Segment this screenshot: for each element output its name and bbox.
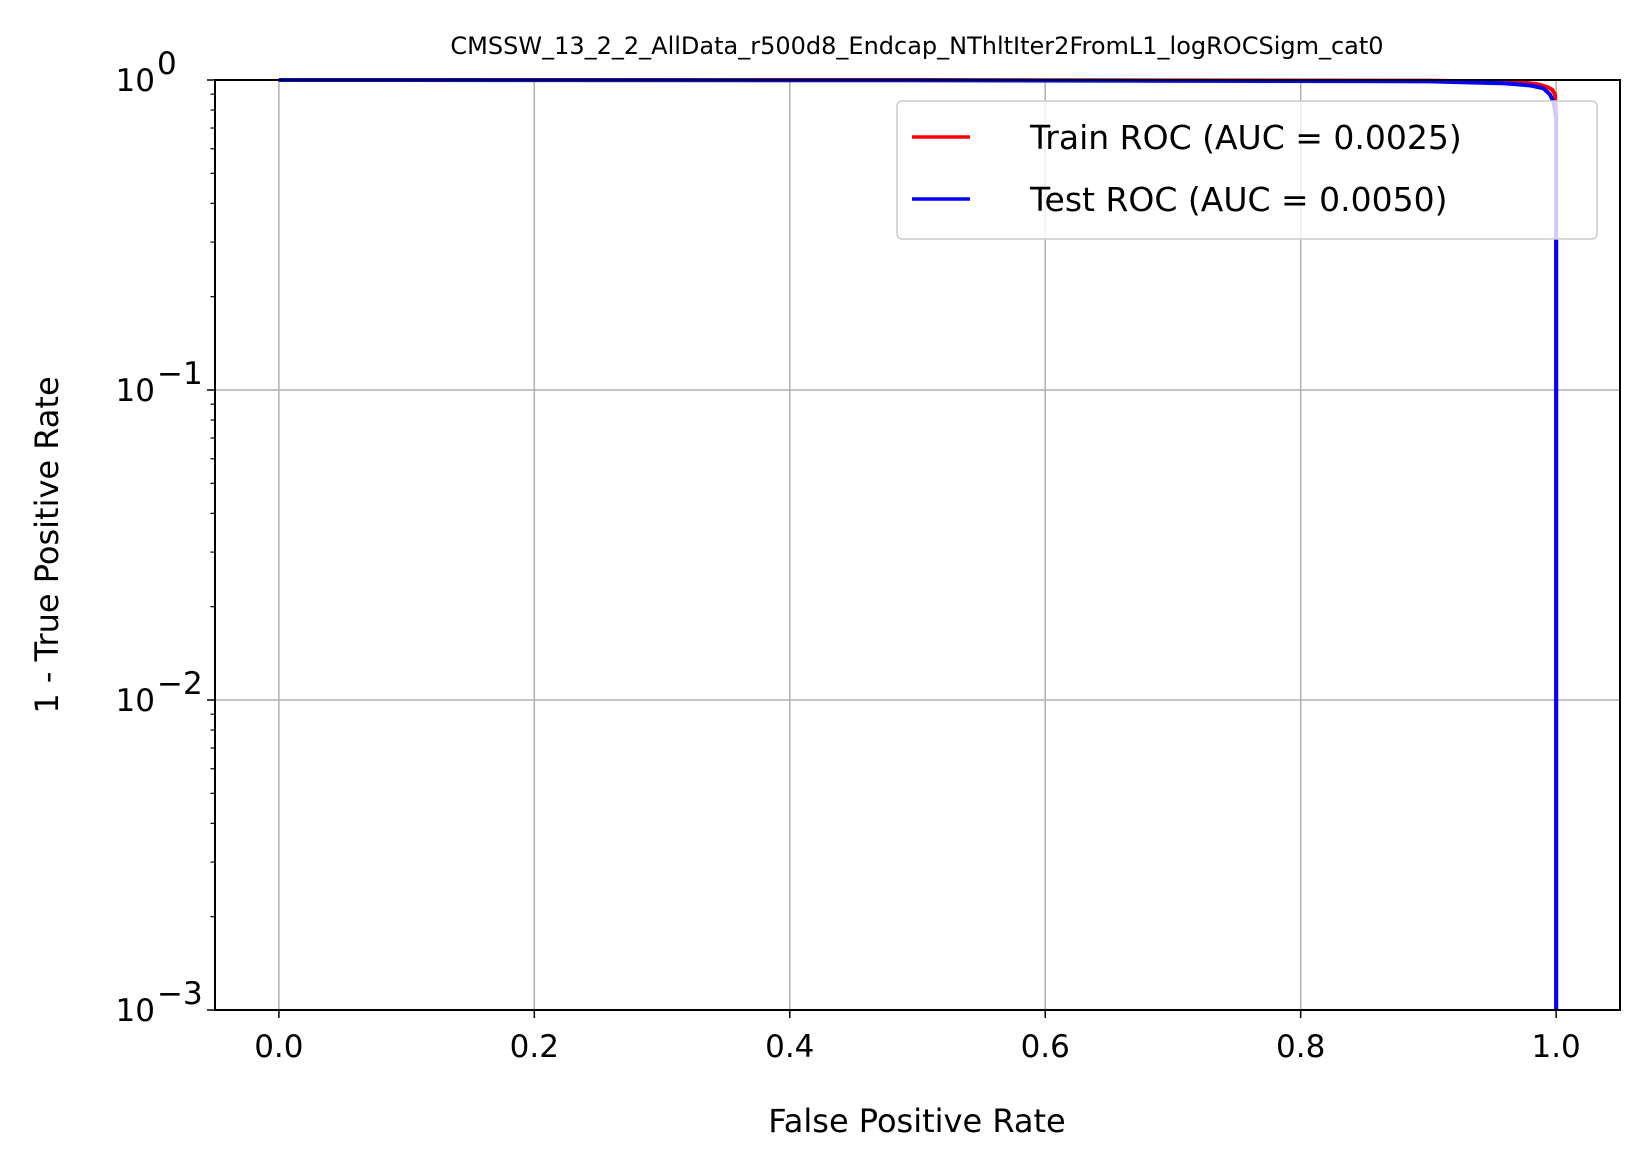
x-tick-label: 0.0 — [254, 1029, 303, 1065]
x-axis-label: False Positive Rate — [768, 1102, 1065, 1140]
chart-title: CMSSW_13_2_2_AllData_r500d8_Endcap_NThlt… — [450, 32, 1383, 60]
y-tick-label: 10 — [116, 373, 155, 409]
y-tick-base: 10 — [116, 993, 155, 1029]
x-axis: 0.0 0.2 0.4 0.6 0.8 1.0 — [254, 1010, 1581, 1065]
y-axis-label: 1 - True Positive Rate — [28, 376, 66, 713]
y-tick-base: 10 — [116, 373, 155, 409]
y-tick-label: 10 — [116, 63, 155, 99]
legend: Train ROC (AUC = 0.0025) Test ROC (AUC = … — [896, 100, 1598, 240]
plot-frame — [214, 79, 1621, 1011]
x-tick-label: 0.2 — [510, 1029, 559, 1065]
y-tick-base: 10 — [116, 683, 155, 719]
legend-label: Test ROC (AUC = 0.0050) — [1029, 180, 1448, 219]
x-tick-label: 0.8 — [1276, 1029, 1325, 1065]
y-tick-label: 10 — [116, 683, 155, 719]
legend-label: Train ROC (AUC = 0.0025) — [1029, 118, 1462, 157]
y-tick-label: 10 — [116, 993, 155, 1029]
x-tick-label: 1.0 — [1531, 1029, 1580, 1065]
x-tick-label: 0.4 — [765, 1029, 814, 1065]
legend-box — [896, 100, 1598, 240]
y-tick-exponent: 0 — [157, 46, 177, 82]
y-tick-base: 10 — [116, 63, 155, 99]
y-tick-exponent: −2 — [157, 666, 203, 702]
y-tick-exponent: −1 — [157, 356, 203, 392]
y-tick-exponent: −3 — [157, 976, 203, 1012]
x-tick-label: 0.6 — [1021, 1029, 1070, 1065]
